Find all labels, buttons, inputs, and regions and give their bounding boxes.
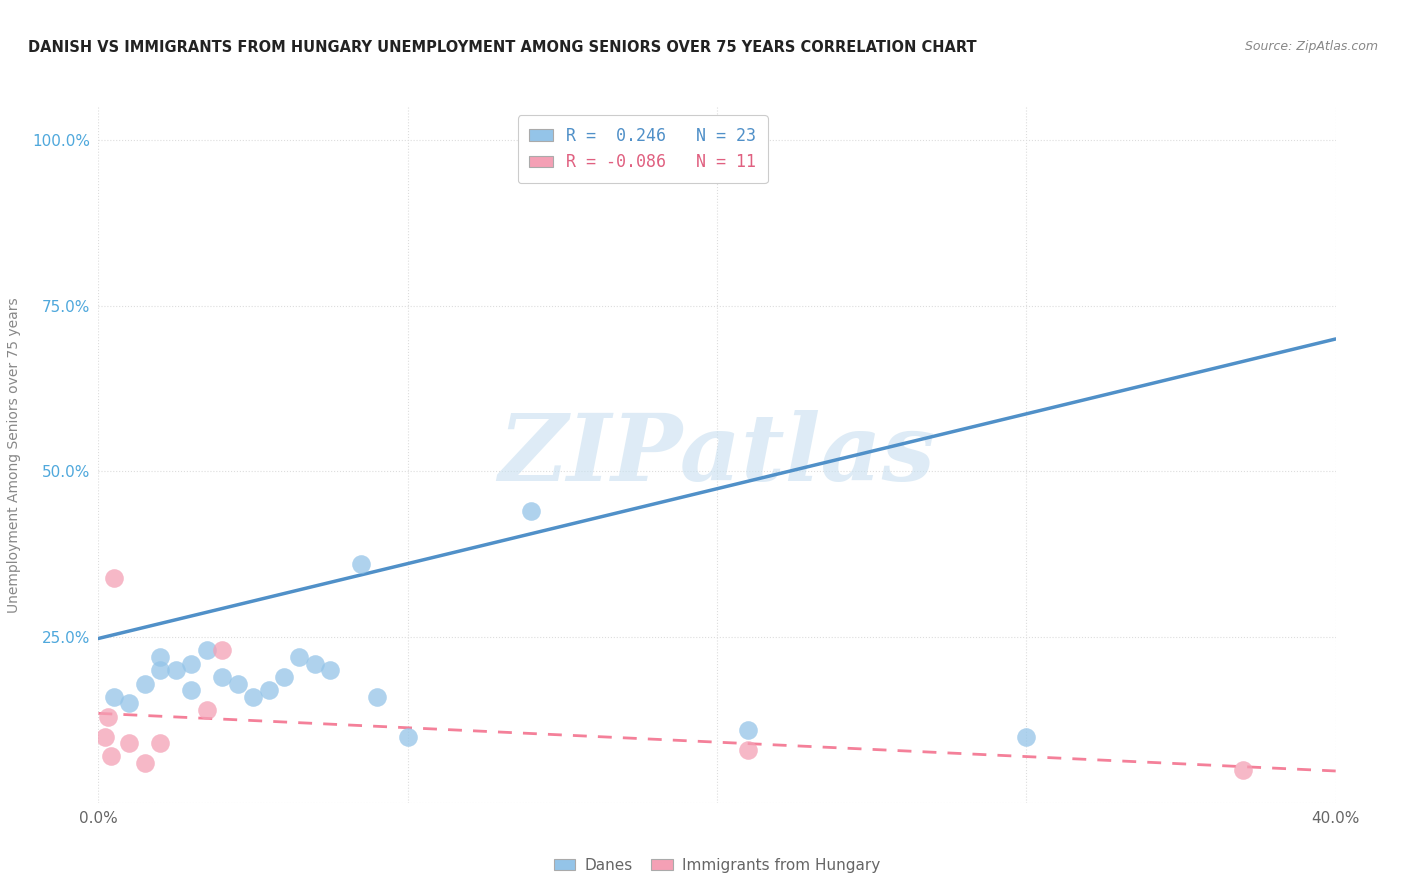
Point [1232, 763, 1254, 777]
Y-axis label: Unemployment Among Seniors over 75 years: Unemployment Among Seniors over 75 years [7, 297, 21, 613]
Point [149, 736, 172, 750]
Point [737, 723, 759, 737]
Text: Source: ZipAtlas.com: Source: ZipAtlas.com [1244, 40, 1378, 54]
Point [737, 743, 759, 757]
Point [103, 570, 125, 584]
Point [180, 657, 202, 671]
Point [396, 730, 419, 744]
Legend: Danes, Immigrants from Hungary: Danes, Immigrants from Hungary [548, 852, 886, 879]
Point [211, 643, 233, 657]
Text: DANISH VS IMMIGRANTS FROM HUNGARY UNEMPLOYMENT AMONG SENIORS OVER 75 YEARS CORRE: DANISH VS IMMIGRANTS FROM HUNGARY UNEMPL… [28, 40, 977, 55]
Point [103, 690, 125, 704]
Point [211, 670, 233, 684]
Point [195, 703, 218, 717]
Point [134, 756, 156, 770]
Point [93, 730, 115, 744]
Point [350, 558, 373, 572]
Point [97, 709, 120, 723]
Point [226, 676, 249, 690]
Point [520, 504, 543, 518]
Point [242, 690, 264, 704]
Point [366, 690, 388, 704]
Point [180, 683, 202, 698]
Point [288, 650, 311, 665]
Point [319, 663, 342, 677]
Point [195, 643, 218, 657]
Point [304, 657, 326, 671]
Point [257, 683, 280, 698]
Text: ZIPatlas: ZIPatlas [499, 410, 935, 500]
Point [273, 670, 295, 684]
Point [118, 697, 141, 711]
Point [149, 663, 172, 677]
Point [1015, 730, 1038, 744]
Point [134, 676, 156, 690]
Point [165, 663, 187, 677]
Point [118, 736, 141, 750]
Point [149, 650, 172, 665]
Point [100, 749, 122, 764]
